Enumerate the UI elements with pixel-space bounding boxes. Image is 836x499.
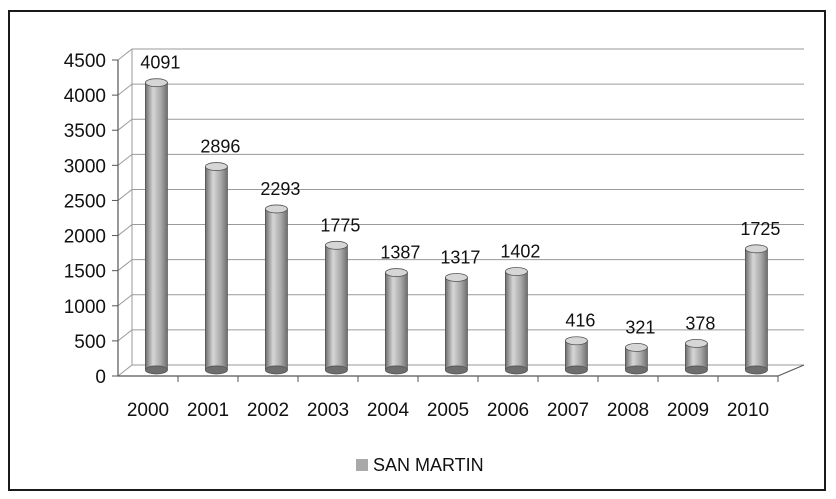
data-label: 1775 [320, 215, 360, 235]
legend-swatch [356, 459, 368, 471]
y-tick-label: 1500 [64, 262, 106, 283]
y-tick-label: 2500 [64, 191, 106, 212]
data-label: 378 [685, 313, 715, 333]
x-tick-label: 2007 [547, 400, 589, 421]
bar-2008 [625, 343, 648, 375]
x-tick-label: 2001 [187, 400, 229, 421]
data-label: 2293 [260, 179, 300, 199]
bar-2005 [444, 273, 468, 375]
bar-bottom [204, 365, 228, 375]
bar-bottom [144, 365, 168, 375]
gridline-depth [117, 118, 133, 131]
x-tick-label: 2004 [367, 400, 410, 421]
legend-label: SAN MARTIN [373, 455, 484, 475]
x-tick-label: 2010 [727, 400, 769, 421]
bar-2003 [324, 240, 348, 375]
legend: SAN MARTIN [356, 455, 484, 475]
chart-frame [8, 10, 826, 491]
gridline-depth [117, 48, 133, 61]
bar-top [204, 162, 228, 171]
gridline-depth [117, 294, 133, 307]
bar-bottom [625, 365, 648, 375]
y-tick-label: 3000 [64, 156, 106, 177]
bar-top [625, 343, 648, 352]
bar-top [505, 267, 528, 276]
bar-2009 [685, 339, 708, 375]
gridlines [117, 48, 804, 377]
data-label: 321 [625, 317, 655, 337]
floor-edge [777, 364, 805, 377]
bar-bottom [264, 365, 288, 375]
gridline-depth [117, 329, 133, 342]
gridline-depth [117, 189, 133, 201]
gridline-depth [117, 153, 133, 166]
x-tick-label: 2009 [667, 400, 709, 421]
bar-2002 [264, 204, 288, 375]
bar-2004 [384, 268, 408, 375]
data-label: 1725 [740, 219, 780, 239]
bar-bottom [384, 365, 408, 375]
x-tick-label: 2000 [127, 400, 169, 421]
bar-bottom [685, 365, 708, 375]
gridline-depth [117, 224, 133, 236]
y-tick-label: 1000 [64, 297, 106, 318]
y-tick-label: 2000 [64, 227, 106, 248]
bar-top [444, 273, 468, 282]
bar-top [144, 78, 168, 88]
bar-2006 [504, 267, 528, 375]
data-label: 4091 [140, 53, 180, 73]
bar-bottom [745, 365, 768, 375]
bar-bottom [444, 365, 468, 375]
y-tick-label: 4000 [64, 86, 106, 107]
bar-body [264, 208, 288, 371]
x-tick-label: 2005 [427, 400, 469, 421]
gridline-depth [117, 83, 133, 96]
bar-top [384, 268, 408, 277]
y-tick-label: 3500 [64, 121, 106, 142]
bar-2007 [565, 336, 588, 375]
bar-body [324, 244, 348, 371]
bar-body [204, 166, 228, 371]
bar-body [504, 271, 528, 371]
bar-body [384, 272, 408, 371]
bar-2000 [144, 78, 168, 375]
bar-body [745, 248, 768, 371]
y-tick-label: 0 [95, 367, 106, 388]
data-label: 416 [565, 311, 595, 331]
bar-top [745, 244, 768, 254]
bar-bottom [324, 365, 348, 375]
bar-top [324, 240, 348, 250]
x-tick-label: 2006 [487, 400, 529, 421]
gridline-depth [117, 259, 133, 272]
bar-body [144, 82, 168, 371]
bar-2001 [204, 162, 228, 375]
data-label: 2896 [200, 137, 240, 157]
bar-2010 [745, 244, 768, 375]
x-tick-label: 2003 [307, 400, 349, 421]
gridline-depth [117, 364, 133, 377]
y-tick-label: 500 [74, 332, 106, 353]
x-tick-label: 2008 [607, 400, 649, 421]
bar-bottom [505, 365, 528, 375]
data-label: 1317 [440, 247, 480, 267]
y-tick-label: 4500 [64, 51, 106, 72]
data-label: 1387 [380, 243, 420, 263]
bar-top [264, 204, 288, 214]
bar-top [685, 339, 708, 348]
bar-top [565, 336, 588, 346]
data-label: 1402 [500, 241, 540, 261]
bar-body [444, 277, 468, 371]
x-tick-label: 2002 [247, 400, 289, 421]
bar-bottom [565, 365, 588, 375]
